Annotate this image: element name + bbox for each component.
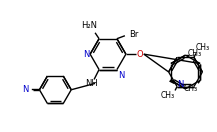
Text: N: N — [118, 70, 124, 80]
Text: H₂N: H₂N — [81, 21, 97, 30]
Text: CH₃: CH₃ — [184, 84, 198, 93]
Text: CH₃: CH₃ — [187, 49, 202, 58]
Text: O: O — [136, 50, 143, 59]
Text: CH₃: CH₃ — [196, 43, 210, 52]
Text: NH: NH — [85, 79, 97, 88]
Text: CH₃: CH₃ — [161, 91, 175, 100]
Text: N: N — [177, 80, 183, 89]
Text: N: N — [83, 50, 89, 59]
Text: N: N — [22, 85, 28, 94]
Text: Br: Br — [129, 30, 138, 39]
